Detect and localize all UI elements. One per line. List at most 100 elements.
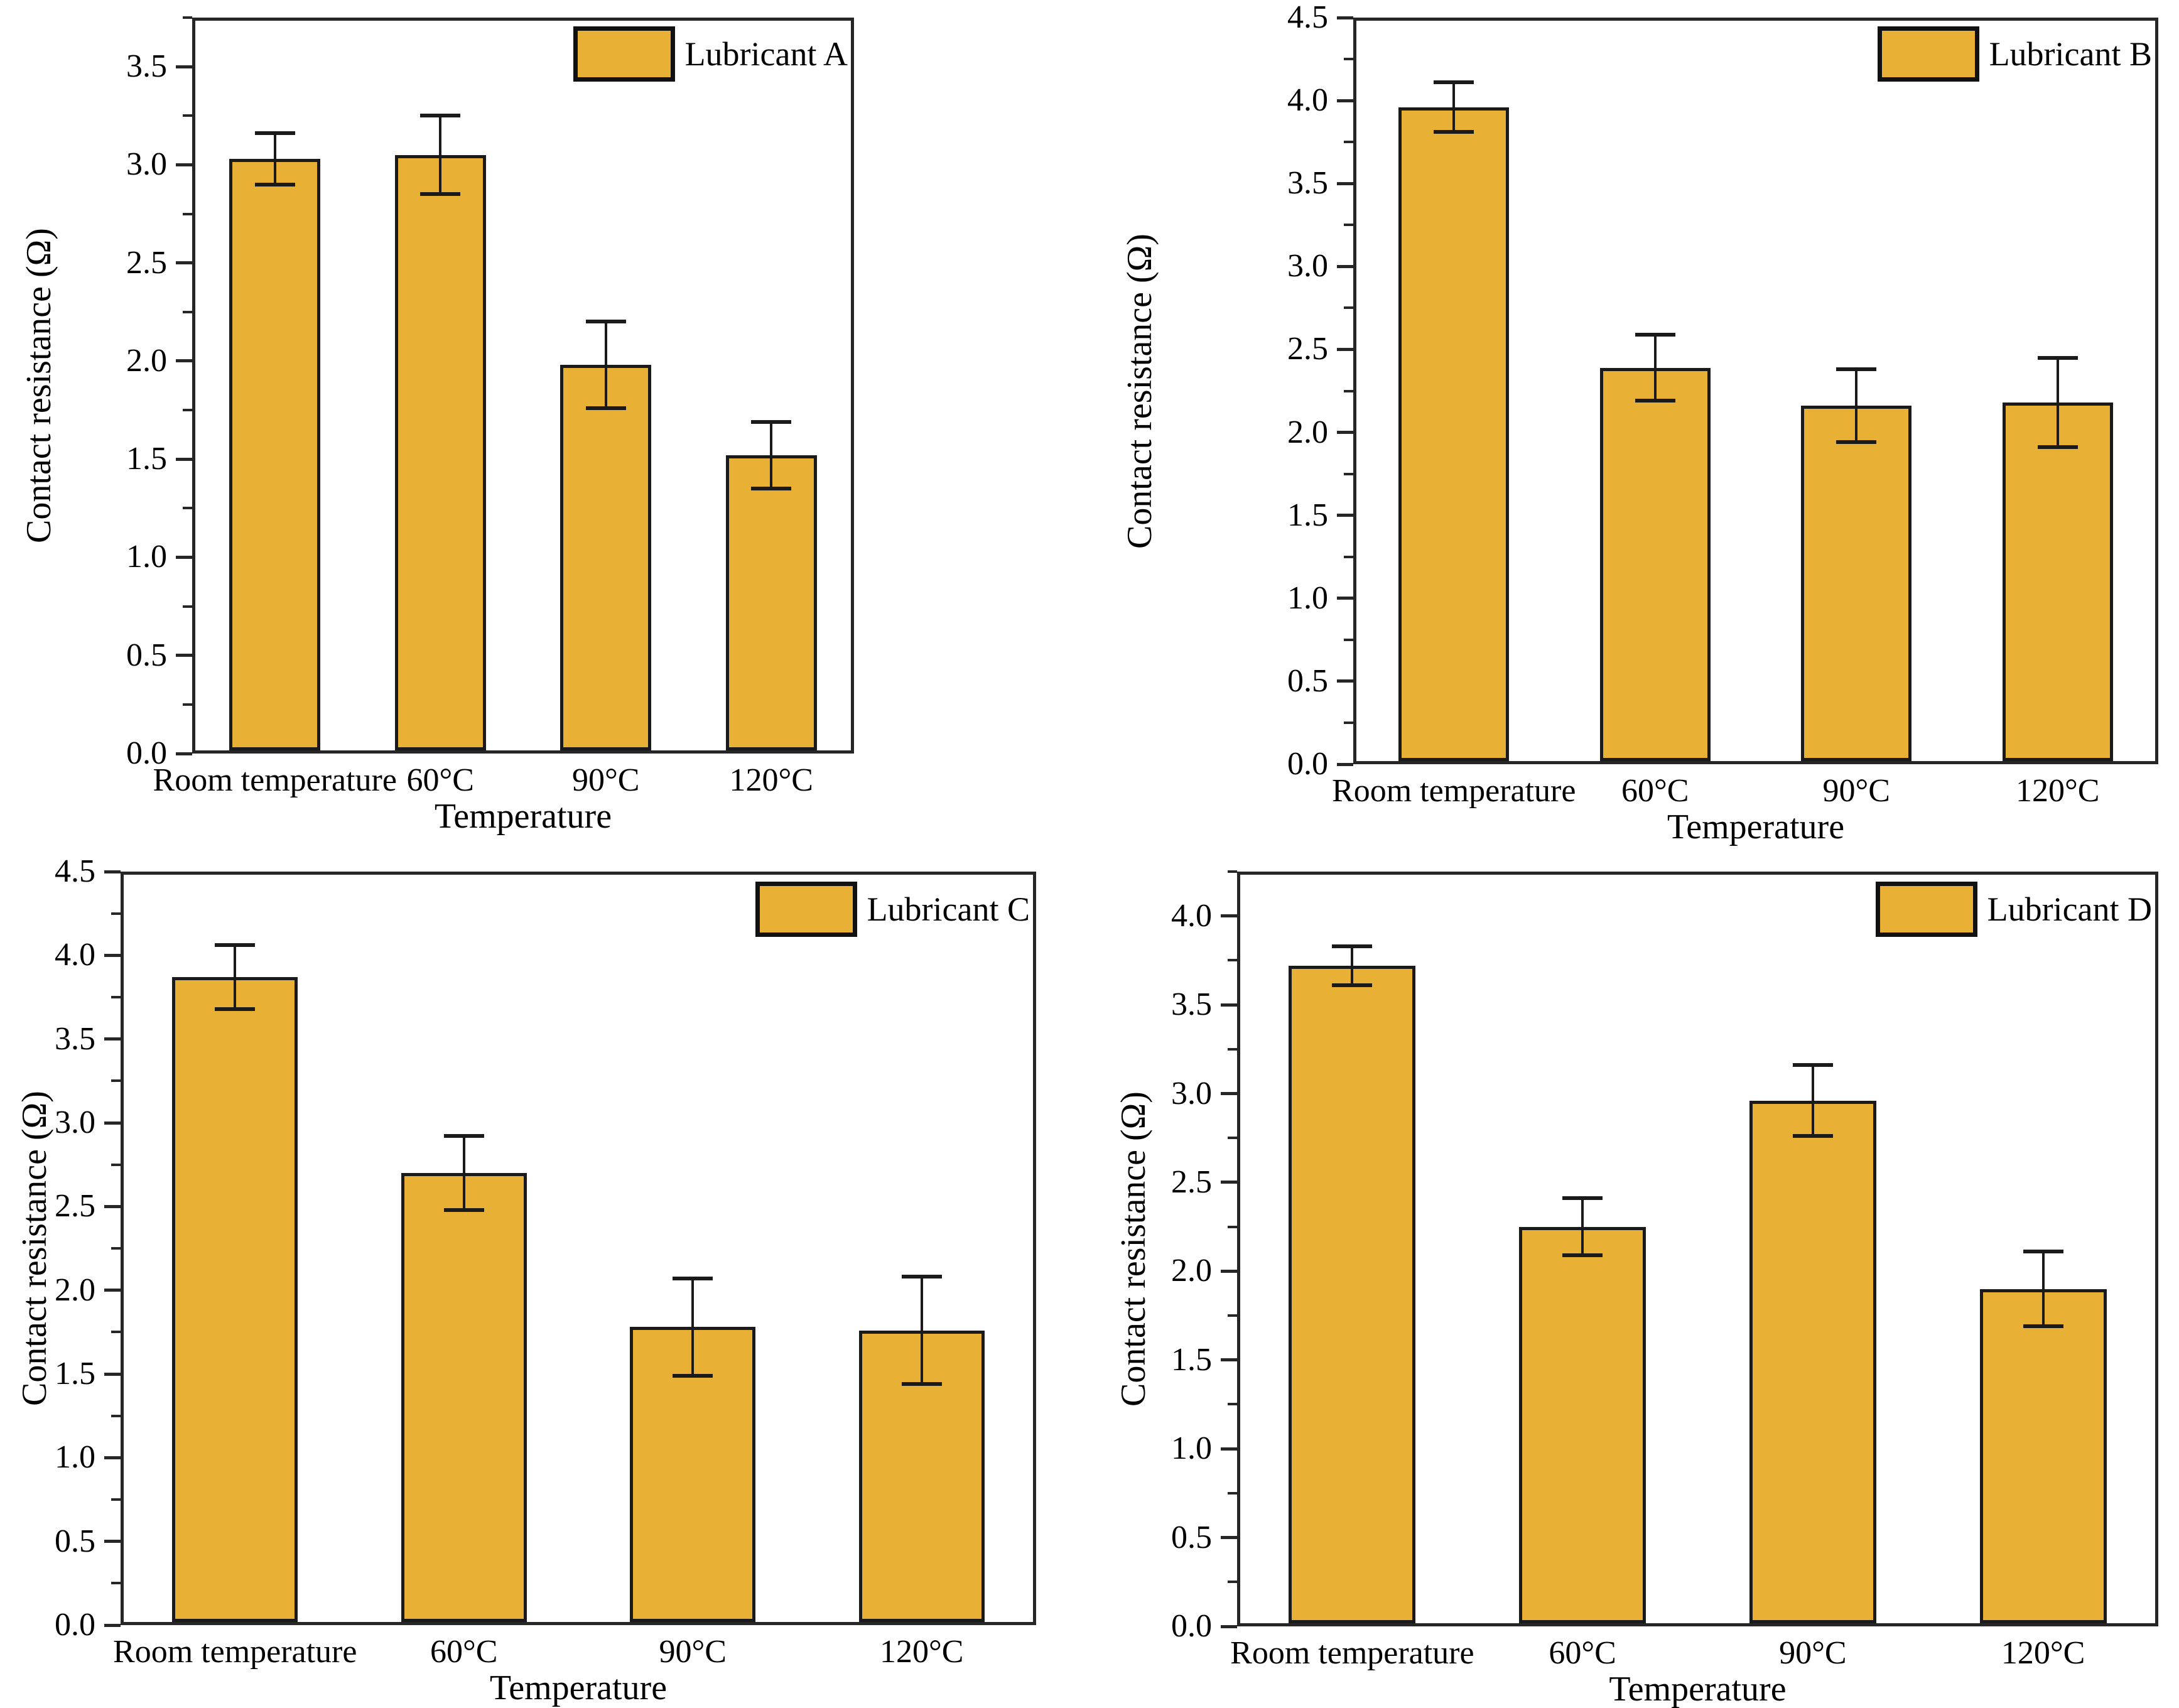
y-tick-label: 4.0 — [55, 937, 95, 973]
y-minor-tick — [111, 1079, 121, 1083]
error-bar — [1351, 946, 1353, 985]
error-bar — [2057, 358, 2059, 448]
error-bar-cap-bottom — [673, 1374, 713, 1378]
x-tick-label: Room temperature — [1332, 773, 1576, 809]
error-bar-cap-bottom — [2038, 445, 2078, 449]
y-tick-label: 3.0 — [1287, 248, 1328, 284]
x-tick-label: 90°C — [1822, 773, 1890, 809]
y-tick-label: 4.0 — [1287, 82, 1328, 119]
legend-label: Lubricant C — [867, 890, 1030, 928]
y-major-tick — [1221, 1536, 1237, 1540]
y-major-tick — [104, 1289, 121, 1292]
legend-lubricant-d: Lubricant D — [1875, 882, 2152, 937]
legend-label: Lubricant B — [1989, 35, 2152, 73]
y-major-tick — [176, 163, 192, 166]
x-axis-title: Temperature — [1609, 1670, 1787, 1708]
y-major-tick — [176, 654, 192, 657]
error-bar — [234, 945, 236, 1008]
y-tick-label: 1.0 — [1171, 1430, 1212, 1467]
y-major-tick — [1337, 762, 1353, 766]
y-tick-label: 1.0 — [126, 539, 167, 575]
y-minor-tick — [1228, 1314, 1237, 1317]
error-bar-cap-top — [1332, 944, 1372, 948]
y-major-tick — [1337, 264, 1353, 268]
y-tick-label: 3.5 — [126, 48, 167, 85]
y-major-tick — [104, 1121, 121, 1125]
y-minor-tick — [1344, 141, 1353, 144]
y-minor-tick — [1228, 1225, 1237, 1228]
y-major-tick — [1337, 181, 1353, 185]
y-tick-label: 1.0 — [1287, 580, 1328, 616]
bar — [1749, 1101, 1876, 1623]
y-minor-tick — [183, 114, 192, 117]
y-major-tick — [1221, 914, 1237, 918]
x-tick-label: 120°C — [2016, 773, 2100, 809]
x-tick-label: Room temperature — [153, 762, 397, 798]
error-bar-cap-bottom — [1836, 440, 1876, 444]
error-bar — [691, 1278, 694, 1376]
y-minor-tick — [183, 16, 192, 19]
legend-label: Lubricant A — [684, 35, 848, 73]
y-major-tick — [104, 1456, 121, 1459]
bar — [1980, 1289, 2107, 1623]
error-bar — [1581, 1198, 1584, 1255]
bar — [560, 365, 651, 750]
error-bar-cap-top — [2023, 1250, 2063, 1253]
y-major-tick — [1337, 347, 1353, 351]
y-major-tick — [1337, 597, 1353, 600]
legend-label: Lubricant D — [1987, 890, 2152, 928]
bar — [1398, 107, 1509, 761]
error-bar-cap-top — [1562, 1196, 1603, 1200]
y-tick-label: 3.5 — [1171, 986, 1212, 1023]
y-tick-label: 0.0 — [126, 735, 167, 771]
y-minor-tick — [1228, 1137, 1237, 1140]
error-bar — [921, 1277, 923, 1384]
y-tick-label: 0.5 — [55, 1523, 95, 1559]
error-bar-cap-bottom — [586, 406, 626, 410]
y-minor-tick — [183, 605, 192, 608]
error-bar-cap-top — [420, 114, 460, 117]
y-tick-label: 3.5 — [1287, 165, 1328, 202]
y-major-tick — [176, 752, 192, 755]
y-minor-tick — [1228, 1581, 1237, 1584]
y-minor-tick — [111, 996, 121, 998]
y-minor-tick — [183, 212, 192, 215]
x-tick-label: 90°C — [659, 1634, 727, 1670]
y-major-tick — [1221, 1447, 1237, 1451]
y-minor-tick — [1344, 58, 1353, 61]
error-bar-cap-bottom — [255, 183, 295, 186]
error-bar-cap-top — [1836, 367, 1876, 371]
y-major-tick — [104, 1037, 121, 1041]
error-bar-cap-bottom — [2023, 1324, 2063, 1328]
error-bar-cap-top — [1635, 333, 1675, 337]
y-major-tick — [1337, 679, 1353, 683]
y-major-tick — [104, 1204, 121, 1208]
error-bar-cap-bottom — [751, 487, 791, 490]
y-minor-tick — [1344, 389, 1353, 392]
error-bar — [2042, 1251, 2045, 1326]
y-minor-tick — [1228, 870, 1237, 873]
y-minor-tick — [1344, 638, 1353, 641]
y-tick-label: 0.0 — [55, 1607, 95, 1643]
y-minor-tick — [1344, 721, 1353, 724]
error-bar-cap-bottom — [1434, 130, 1474, 134]
bar — [1801, 406, 1911, 761]
bar — [401, 1173, 527, 1622]
y-minor-tick — [111, 1498, 121, 1501]
y-tick-label: 0.0 — [1287, 746, 1328, 782]
y-major-tick — [176, 261, 192, 265]
y-minor-tick — [1344, 224, 1353, 227]
y-major-tick — [1337, 514, 1353, 517]
y-minor-tick — [1344, 472, 1353, 475]
y-tick-label: 0.5 — [1287, 662, 1328, 699]
x-tick-label: 60°C — [406, 762, 474, 798]
y-axis-title: Contact resistance (Ω) — [15, 1091, 54, 1406]
error-bar-cap-bottom — [1635, 399, 1675, 403]
y-minor-tick — [1228, 959, 1237, 962]
x-tick-label: 120°C — [2001, 1635, 2085, 1671]
y-minor-tick — [1228, 1403, 1237, 1406]
error-bar-cap-bottom — [902, 1382, 942, 1386]
y-minor-tick — [183, 310, 192, 313]
y-minor-tick — [183, 409, 192, 412]
error-bar-cap-bottom — [1793, 1134, 1833, 1138]
